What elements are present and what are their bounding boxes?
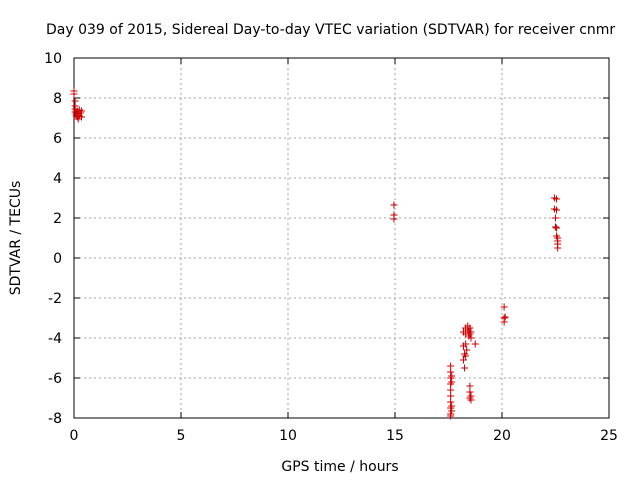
data-point: [447, 412, 455, 420]
data-point: [447, 398, 455, 406]
y-tick-label: -4: [48, 331, 62, 347]
x-axis-label: GPS time / hours: [281, 459, 398, 475]
data-point: [448, 378, 456, 386]
data-point: [554, 244, 562, 252]
data-point: [77, 113, 85, 121]
y-axis: -8 -6 -4 -2 0 2 4 6 8 10: [44, 51, 609, 427]
y-tick-label: 2: [53, 211, 62, 227]
y-tick-label: -6: [48, 371, 62, 387]
plot-frame: [73, 57, 610, 419]
x-tick-label: 0: [70, 428, 79, 444]
y-tick-label: 4: [53, 171, 62, 187]
data-points: [70, 87, 562, 420]
y-tick-label: 0: [53, 251, 62, 267]
data-point: [448, 372, 456, 380]
data-point: [390, 215, 398, 223]
data-point: [390, 201, 398, 209]
x-tick-label: 20: [493, 428, 511, 444]
data-point: [463, 346, 471, 354]
y-tick-label: 6: [53, 131, 62, 147]
data-point: [461, 364, 469, 372]
data-point: [552, 214, 559, 222]
data-point: [447, 386, 455, 394]
data-point: [553, 206, 561, 214]
y-tick-label: 10: [44, 51, 62, 67]
data-point: [467, 392, 475, 400]
data-point: [553, 195, 561, 203]
y-tick-label: 8: [53, 91, 62, 107]
data-point: [554, 234, 562, 242]
data-point: [447, 392, 455, 400]
data-point: [466, 324, 474, 332]
y-axis-label: SDTVAR / TECUs: [8, 181, 24, 296]
data-point: [447, 368, 455, 376]
data-point: [553, 224, 561, 232]
chart-title: Day 039 of 2015, Sidereal Day-to-day VTE…: [46, 22, 615, 38]
data-point: [501, 313, 509, 321]
x-tick-label: 5: [177, 428, 186, 444]
data-point: [462, 340, 470, 348]
data-point: [77, 107, 85, 115]
y-tick-label: -2: [48, 291, 62, 307]
data-point: [462, 352, 470, 360]
y-tick-label: -8: [48, 411, 62, 427]
data-point: [466, 382, 474, 390]
data-point: [500, 318, 508, 326]
data-point: [70, 90, 78, 98]
x-axis: 0 5 10 15 20 25: [70, 58, 618, 444]
data-point: [552, 223, 559, 231]
x-tick-label: 10: [279, 428, 297, 444]
data-point: [447, 362, 455, 370]
data-point: [500, 303, 508, 311]
x-tick-label: 25: [600, 428, 618, 444]
data-point: [467, 328, 475, 336]
data-point: [459, 356, 467, 364]
data-point: [466, 388, 474, 396]
x-tick-label: 15: [386, 428, 404, 444]
data-point: [471, 340, 479, 348]
data-point: [448, 407, 456, 415]
grid: [74, 58, 609, 418]
data-point: [467, 334, 475, 342]
